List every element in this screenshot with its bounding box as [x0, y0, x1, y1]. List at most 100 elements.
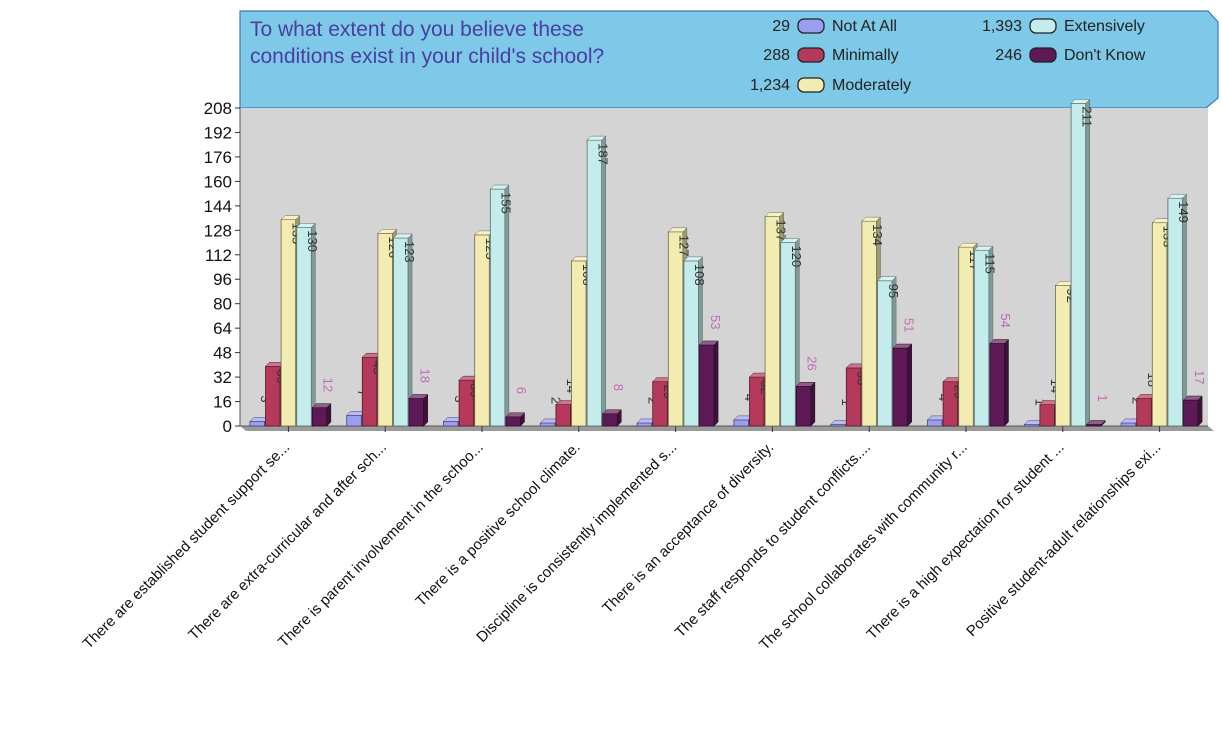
bar-value-label: 53 — [708, 315, 723, 329]
plot-area: 0163248648096112128144160176192208There … — [80, 99, 1214, 654]
bar-value-label: 18 — [417, 368, 432, 382]
bar-value-label: 12 — [321, 378, 336, 392]
bar-value-label: 51 — [901, 318, 916, 332]
bar-face — [393, 237, 409, 427]
bar-top — [392, 233, 413, 239]
bar-face — [346, 414, 362, 427]
bar-top — [861, 216, 882, 222]
bar-side — [504, 184, 510, 427]
bar-top — [280, 215, 301, 220]
bar-face — [555, 404, 571, 427]
bar-side — [713, 340, 719, 427]
bar-value-label: 1 — [1033, 398, 1048, 405]
bar-top — [892, 343, 913, 349]
y-tick-label: 112 — [205, 246, 232, 265]
bar-value-label: 17 — [1192, 370, 1207, 384]
bar-top — [296, 223, 316, 228]
bar-top — [586, 135, 607, 141]
legend-swatch — [797, 18, 825, 34]
bar-top — [377, 229, 398, 234]
bar-top — [1167, 193, 1188, 199]
bar-face — [1055, 284, 1071, 427]
bar-side — [423, 393, 428, 427]
bars: 3391351301274512612318330125155621410818… — [249, 98, 1207, 427]
y-tick-label: 96 — [213, 270, 232, 289]
y-tick-label: 48 — [213, 344, 232, 363]
bar-face — [311, 407, 328, 427]
y-tick-label: 160 — [204, 172, 232, 191]
bar-value-label: 127 — [677, 235, 692, 257]
bar-side — [311, 222, 316, 427]
bar — [505, 412, 526, 427]
y-tick-label: 192 — [204, 123, 232, 142]
bar-top — [876, 276, 897, 282]
bar-side — [1085, 98, 1090, 427]
bar-face — [571, 260, 587, 427]
bar-face — [667, 231, 684, 427]
x-category-label: Positive student-adult relationships exi… — [963, 439, 1164, 640]
bar-top — [958, 242, 978, 248]
legend-count: 1,393 — [982, 18, 1022, 35]
bar-face — [1039, 404, 1055, 427]
bar-face — [892, 347, 909, 427]
bar-top — [667, 227, 688, 233]
bar-face — [699, 344, 715, 427]
y-tick-label: 80 — [213, 295, 232, 314]
bar-top — [683, 256, 704, 262]
legend-label: Not At All — [832, 18, 897, 35]
bar — [408, 393, 429, 427]
y-tick-label: 0 — [223, 417, 232, 436]
legend-swatch — [797, 47, 825, 63]
plot-floor — [240, 426, 1214, 431]
bar-value-label: 187 — [595, 143, 610, 165]
legend-label: Extensively — [1064, 18, 1145, 35]
bar-top — [973, 245, 994, 251]
bar-value-label: 1 — [1095, 394, 1110, 401]
bar-value-label: 108 — [692, 264, 707, 286]
bar-face — [539, 422, 556, 427]
bar-value-label: 115 — [983, 253, 998, 274]
bar-face — [764, 216, 781, 427]
bar-value-label: 149 — [1176, 201, 1191, 223]
bar-top — [408, 394, 429, 399]
bar-face — [1120, 422, 1137, 427]
y-tick-label: 16 — [213, 393, 232, 412]
bar — [892, 343, 913, 427]
bar-face — [683, 260, 699, 427]
bar — [1182, 395, 1203, 427]
bar-face — [1070, 103, 1087, 427]
bar-value-label: 155 — [499, 192, 514, 214]
y-tick-label: 64 — [213, 319, 232, 338]
bar-value-label: 130 — [305, 230, 320, 252]
bar-face — [602, 413, 618, 427]
bar-face — [249, 421, 265, 427]
bar-value-label: 134 — [870, 224, 885, 246]
bar-face — [927, 419, 943, 427]
bar-value-label: 211 — [1079, 106, 1094, 127]
bar-value-label: 6 — [514, 387, 529, 394]
legend-label: Don't Know — [1064, 47, 1146, 64]
bar-side — [1182, 193, 1187, 427]
bar-top — [1086, 420, 1106, 425]
legend-label: Minimally — [832, 47, 899, 64]
bar — [296, 222, 316, 427]
bar-face — [1136, 398, 1152, 427]
bar-face — [973, 249, 990, 427]
bar — [1167, 193, 1188, 427]
bar-top — [1070, 99, 1091, 104]
legend-item: 29 Not At All — [772, 18, 897, 35]
legend-swatch — [1029, 47, 1057, 63]
bar — [989, 338, 1010, 427]
bar-value-label: 54 — [998, 313, 1013, 327]
y-tick-label: 144 — [204, 197, 232, 216]
y-tick-label: 32 — [213, 368, 232, 387]
bar-value-label: 120 — [789, 246, 804, 268]
bar-face — [443, 421, 459, 427]
bar-value-label: 26 — [805, 356, 820, 370]
bar-side — [810, 381, 816, 427]
bar-face — [733, 419, 749, 427]
legend-count: 246 — [995, 47, 1022, 64]
bar-face — [1183, 399, 1199, 427]
chart-title: To what extent do you believe these — [250, 18, 584, 41]
